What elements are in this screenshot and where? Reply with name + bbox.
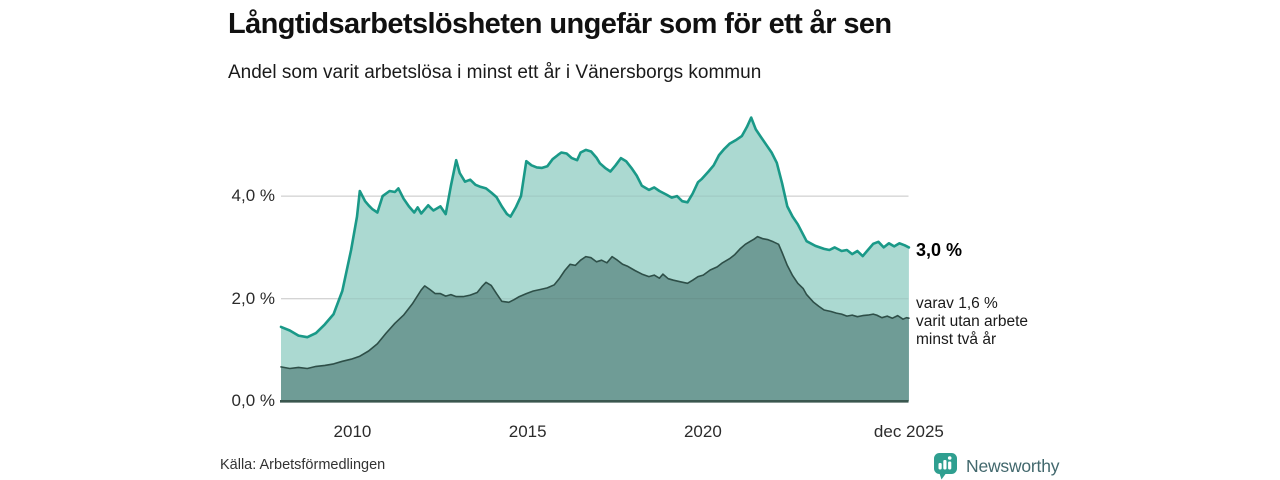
y-axis-tick-label: 0,0 % [231,391,275,411]
two-year-label-line: minst två år [916,331,997,348]
series-end-label-total: 3,0 % [916,240,963,260]
x-axis-tick-label: 2015 [508,422,547,441]
newsworthy-wordmark: Newsworthy [966,455,1060,476]
two-year-label-line: varav 1,6 % [916,295,998,312]
chart-title: Långtidsarbetslösheten ungefär som för e… [228,8,892,40]
y-axis-tick-label: 4,0 % [231,186,275,206]
newsworthy-logo: Newsworthy [933,452,1060,480]
x-axis-tick-label: 2020 [683,422,722,441]
y-axis-tick-label: 2,0 % [231,288,275,308]
x-axis-tick-label: dec 2025 [873,422,944,441]
chart-subtitle: Andel som varit arbetslösa i minst ett å… [228,62,762,83]
series-end-label-two-years: varav 1,6 % varit utan arbete minst två … [916,295,1028,349]
newsworthy-bar-chart-icon [934,453,957,480]
x-axis-tick-label: 2010 [333,422,372,441]
two-year-label-line: varit utan arbete [916,313,1029,330]
source-note: Källa: Arbetsförmedlingen [220,457,386,473]
